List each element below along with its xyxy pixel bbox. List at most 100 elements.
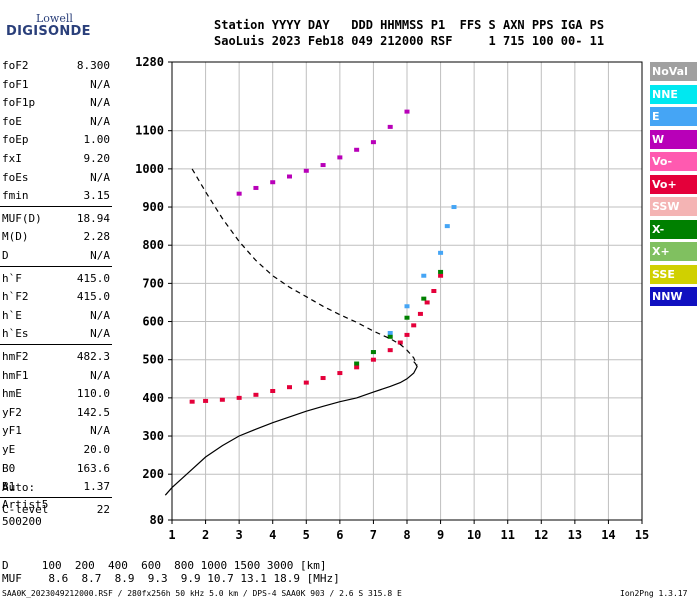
param-row: D N/A bbox=[2, 246, 110, 266]
param-value: 3.15 bbox=[83, 189, 111, 203]
data-point bbox=[337, 371, 343, 376]
y-tick-label: 80 bbox=[150, 513, 164, 527]
data-point bbox=[444, 224, 450, 229]
data-point bbox=[337, 155, 343, 160]
param-value: N/A bbox=[90, 249, 110, 262]
auto-label: Auto: bbox=[2, 481, 36, 494]
data-point bbox=[387, 124, 393, 129]
param-value: N/A bbox=[90, 77, 110, 91]
param-name: fmin bbox=[2, 189, 29, 203]
logo-digisonde: DIGISONDE bbox=[6, 24, 91, 39]
param-name: foEp bbox=[2, 133, 29, 147]
param-value: 415.0 bbox=[76, 271, 110, 285]
data-point bbox=[303, 380, 309, 385]
param-name: MUF(D) bbox=[2, 211, 42, 225]
data-point bbox=[370, 140, 376, 145]
param-row: yF1 N/A bbox=[2, 421, 110, 441]
legend-item: NNW bbox=[650, 287, 697, 306]
param-row: h`F 415.0 bbox=[2, 269, 110, 289]
param-name: fxI bbox=[2, 152, 22, 165]
auto-version: 500200 bbox=[2, 515, 42, 528]
data-point bbox=[370, 350, 376, 355]
param-row: yE 20.0 bbox=[2, 440, 110, 460]
param-value: N/A bbox=[90, 368, 110, 382]
legend-item: E bbox=[650, 107, 697, 126]
data-point bbox=[404, 315, 410, 320]
param-row: hmF1 N/A bbox=[2, 366, 110, 386]
param-value: N/A bbox=[90, 96, 110, 110]
data-point bbox=[404, 332, 410, 337]
x-tick-label: 3 bbox=[236, 528, 243, 542]
data-point bbox=[219, 397, 225, 402]
param-name: yF1 bbox=[2, 424, 22, 438]
param-value: 163.6 bbox=[76, 461, 110, 475]
param-name: B0 bbox=[2, 461, 16, 475]
param-value: 18.94 bbox=[76, 211, 110, 225]
x-tick-label: 8 bbox=[403, 528, 410, 542]
data-point bbox=[236, 191, 242, 196]
x-tick-label: 9 bbox=[437, 528, 444, 542]
param-name: D bbox=[2, 249, 9, 262]
legend-item: SSE bbox=[650, 264, 697, 284]
x-tick-label: 7 bbox=[370, 528, 377, 542]
param-row: foF1 N/A bbox=[2, 75, 110, 95]
data-point bbox=[387, 330, 393, 335]
y-tick-label: 800 bbox=[142, 238, 164, 252]
data-point bbox=[431, 289, 437, 293]
data-point bbox=[417, 311, 423, 316]
data-point bbox=[253, 392, 259, 397]
param-separator bbox=[0, 344, 112, 346]
param-value: 1.00 bbox=[83, 133, 111, 147]
param-row: hmE 110.0 bbox=[2, 384, 110, 404]
data-point bbox=[404, 304, 410, 309]
param-name: foEs bbox=[2, 170, 29, 184]
param-row: h`Es N/A bbox=[2, 324, 110, 344]
param-value: 20.0 bbox=[83, 443, 111, 456]
param-separator bbox=[0, 497, 112, 499]
param-value: 415.0 bbox=[76, 290, 110, 304]
data-point bbox=[253, 185, 259, 190]
param-value: N/A bbox=[90, 308, 110, 322]
param-name: foF2 bbox=[2, 59, 29, 72]
y-tick-label: 1000 bbox=[135, 162, 164, 176]
param-value: 110.0 bbox=[76, 387, 110, 401]
footer-distance-line: D 100 200 400 600 800 1000 1500 3000 [km… bbox=[2, 559, 327, 572]
data-point bbox=[370, 357, 376, 362]
y-tick-label: 1100 bbox=[135, 124, 164, 138]
footer-muf-line: MUF 8.6 8.7 8.9 9.3 9.9 10.7 13.1 18.9 [… bbox=[2, 572, 340, 585]
param-value: 8.300 bbox=[76, 59, 110, 72]
data-point bbox=[438, 269, 444, 274]
param-row: h`E N/A bbox=[2, 306, 110, 326]
param-row: fxI 9.20 bbox=[2, 149, 110, 169]
param-name: yE bbox=[2, 443, 16, 456]
x-tick-label: 14 bbox=[601, 528, 615, 542]
y-tick-label: 200 bbox=[142, 467, 164, 481]
param-separator bbox=[0, 206, 112, 208]
param-value: 1.37 bbox=[83, 480, 111, 494]
true-height-profile bbox=[164, 361, 418, 496]
data-point bbox=[320, 376, 326, 381]
x-tick-label: 15 bbox=[635, 528, 649, 542]
data-point bbox=[404, 109, 410, 114]
param-name: h`Es bbox=[2, 327, 29, 341]
data-point bbox=[287, 385, 292, 390]
legend-item: NoVal bbox=[650, 62, 697, 81]
data-point bbox=[387, 334, 393, 339]
param-value: 22 bbox=[96, 502, 110, 516]
param-name: yF2 bbox=[2, 405, 22, 419]
param-row: foF2 8.300 bbox=[2, 56, 110, 76]
param-value: N/A bbox=[90, 170, 110, 184]
param-row: foE N/A bbox=[2, 112, 110, 132]
data-point bbox=[270, 388, 276, 393]
legend-item: SSW bbox=[650, 197, 697, 216]
data-point bbox=[438, 250, 444, 255]
param-value: 482.3 bbox=[76, 350, 110, 363]
param-name: foF1 bbox=[2, 77, 29, 91]
y-tick-label: 400 bbox=[142, 391, 164, 405]
param-row: foEp 1.00 bbox=[2, 130, 110, 150]
param-name: hmE bbox=[2, 387, 22, 401]
data-point bbox=[189, 399, 195, 404]
logo-lowell: Lowell bbox=[36, 12, 73, 25]
data-point bbox=[451, 205, 457, 210]
data-point bbox=[387, 348, 393, 353]
